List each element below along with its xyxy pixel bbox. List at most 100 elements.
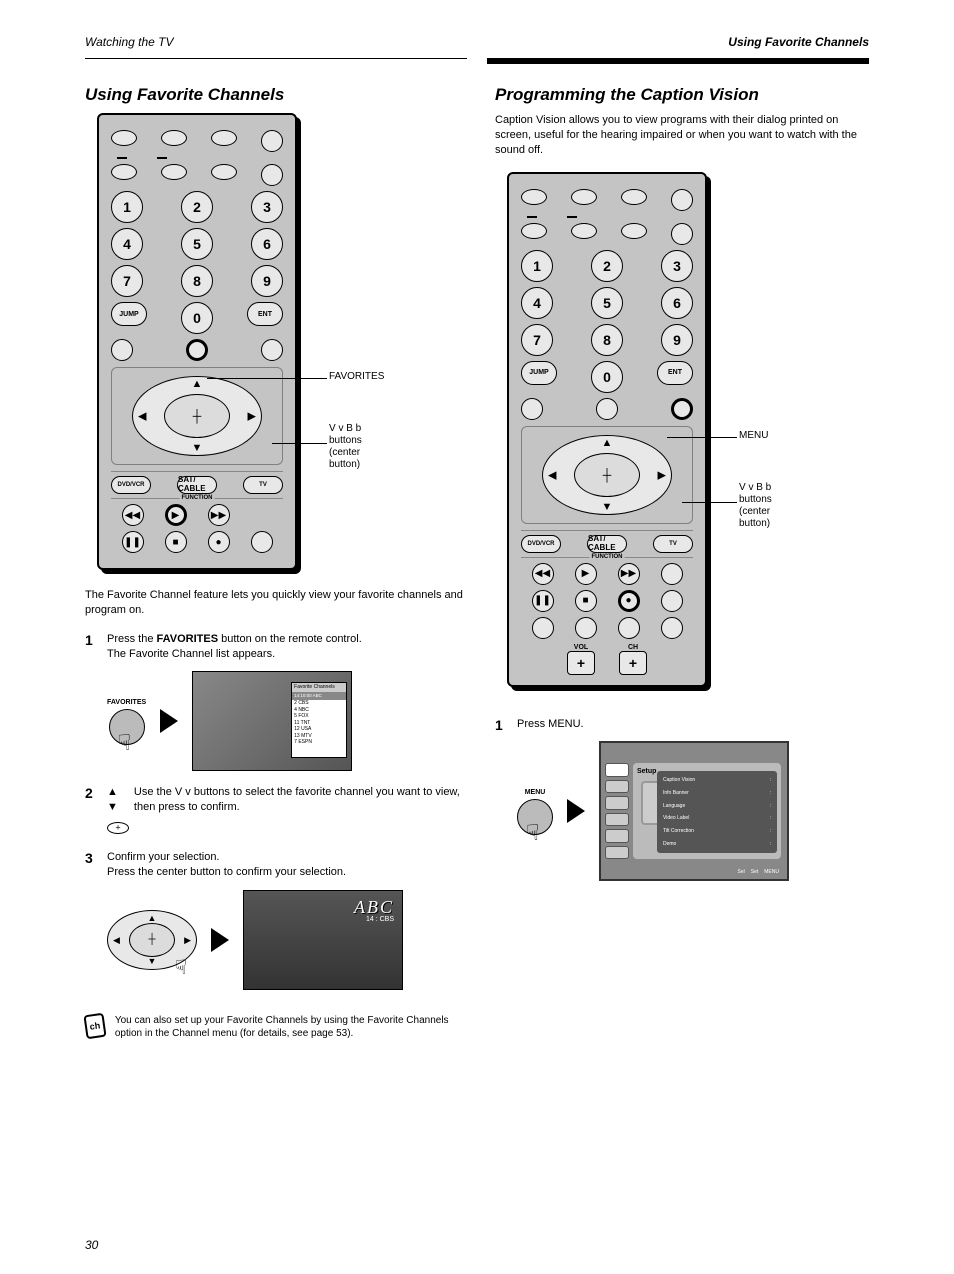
note-icon: ch (83, 1012, 106, 1039)
press-menu: MENU ☟ (517, 788, 553, 835)
press-favorites: FAVORITES ☟ (107, 698, 146, 745)
num-4: 4 (111, 228, 143, 260)
menu-item: Info Banner: (663, 790, 771, 797)
menu-list: Caption Vision: Info Banner: Language: V… (657, 771, 777, 853)
menu-tab-icon (605, 846, 629, 860)
press-label: MENU (525, 788, 546, 797)
callout-arrows-r: V v B b buttons (center button) (739, 482, 772, 530)
num-9: 9 (251, 265, 283, 297)
remote-btn (521, 189, 547, 205)
note: ch You can also set up your Favorite Cha… (85, 1014, 465, 1041)
remote-btn (671, 223, 693, 245)
play-icon: ▶ (575, 563, 597, 585)
hand-icon: ☟ (118, 728, 131, 758)
func-tv: TV (243, 476, 283, 494)
menu-item: Tilt Correction: (663, 828, 771, 835)
left-intro: The Favorite Channel feature lets you qu… (85, 588, 465, 618)
step-num: 1 (495, 717, 517, 733)
num-2: 2 (591, 250, 623, 282)
num-6: 6 (251, 228, 283, 260)
menu-tab-icon (605, 796, 629, 810)
num-0: 0 (181, 302, 213, 334)
right-intro: Caption Vision allows you to view progra… (495, 113, 870, 158)
num-7: 7 (521, 324, 553, 356)
ff-icon: ▶▶ (208, 504, 230, 526)
menu-sidebar (605, 763, 629, 859)
pause-icon: ❚❚ (122, 531, 144, 553)
menu-screenshot: Setup Caption Vision: Info Banner: Langu… (599, 741, 789, 881)
step-3: 3 Confirm your selection. Press the cent… (85, 850, 465, 990)
remote-btn (621, 223, 647, 239)
menu-item: Caption Vision: (663, 777, 771, 784)
func-dvd: DVD/VCR (111, 476, 151, 494)
rec-icon: ● (208, 531, 230, 553)
dpad-press: ▲ ▼ ◀ ▶ ┼ ☟ (107, 910, 197, 970)
step1-text-a: Press the (107, 633, 157, 645)
step2-text: Use the V v buttons to select the favori… (134, 785, 465, 815)
remote-btn (261, 130, 283, 152)
aux-icon (661, 617, 683, 639)
aux-icon (251, 531, 273, 553)
remote-btn (111, 164, 137, 180)
num-5: 5 (591, 287, 623, 319)
favorites-inline: FAVORITES (157, 633, 219, 645)
remote-left: 123 456 789 JUMP 0 ENT ▲▼ ◀▶ ┼ (97, 113, 297, 570)
pause-icon: ❚❚ (532, 590, 554, 612)
arrows-glyph: ▲ ▼ (107, 785, 126, 815)
remote-btn (571, 223, 597, 239)
center-btn-icon (107, 822, 129, 834)
menu-footer: Sel Set MENU (738, 869, 779, 876)
page-header: Watching the TV Using Favorite Channels (85, 35, 869, 49)
func-label: FUNCTION (180, 495, 215, 501)
dpad-container: ▲▼ ◀▶ ┼ (521, 426, 693, 524)
ch-label: CH (619, 644, 647, 651)
menu-tab-icon (605, 763, 629, 777)
aux-btn (261, 339, 283, 361)
left-column: Using Favorite Channels 123 456 789 (85, 85, 465, 1041)
favorites-overlay: Favorite Channels 14:10:00 ABC 2 CBS 4 N… (291, 682, 347, 758)
stop-icon: ■ (575, 590, 597, 612)
ff-icon: ▶▶ (618, 563, 640, 585)
aux-icon (661, 590, 683, 612)
num-1: 1 (111, 191, 143, 223)
rule-right (487, 58, 869, 64)
num-5: 5 (181, 228, 213, 260)
step-num: 2 (85, 785, 107, 801)
num-8: 8 (181, 265, 213, 297)
jump-btn: JUMP (521, 361, 557, 385)
num-4: 4 (521, 287, 553, 319)
func-label: FUNCTION (590, 554, 625, 560)
page-number: 30 (85, 1238, 98, 1252)
ch-label: 14 : CBS (366, 915, 394, 924)
step1-text-b: button on the remote control. (221, 633, 362, 645)
rewind-icon: ◀◀ (532, 563, 554, 585)
remote-btn (211, 130, 237, 146)
step3-text: Confirm your selection. Press the center… (107, 850, 465, 880)
step-2: 2 ▲ ▼ Use the V v buttons to select the … (85, 785, 465, 836)
right-column: Programming the Caption Vision Caption V… (495, 85, 870, 895)
remote-btn (161, 164, 187, 180)
note-text: You can also set up your Favorite Channe… (115, 1014, 465, 1041)
fav-item: 7 ESPN (292, 739, 346, 746)
tv-screenshot-2: ABC 14 : CBS (243, 890, 403, 990)
step-num: 1 (85, 632, 107, 648)
num-9: 9 (661, 324, 693, 356)
hand-icon: ☟ (175, 955, 187, 982)
callout-menu: MENU (739, 430, 768, 442)
menu-item: Language: (663, 803, 771, 810)
func-sat: SAT/ CABLE (587, 535, 627, 553)
dpad: ▲▼ ◀▶ ┼ (132, 376, 262, 456)
menu-tab-icon (605, 780, 629, 794)
aux-btn (111, 339, 133, 361)
function-row: DVD/VCR SAT/ CABLE TV FUNCTION (111, 471, 283, 499)
num-3: 3 (251, 191, 283, 223)
hand-icon: ☟ (526, 818, 539, 848)
num-6: 6 (661, 287, 693, 319)
stop-icon: ■ (165, 531, 187, 553)
num-0: 0 (591, 361, 623, 393)
jump-btn: JUMP (111, 302, 147, 326)
callout-favorites: FAVORITES (329, 371, 384, 383)
function-row: DVD/VCR SAT/ CABLE TV FUNCTION (521, 530, 693, 558)
press-label: FAVORITES (107, 698, 146, 707)
num-7: 7 (111, 265, 143, 297)
